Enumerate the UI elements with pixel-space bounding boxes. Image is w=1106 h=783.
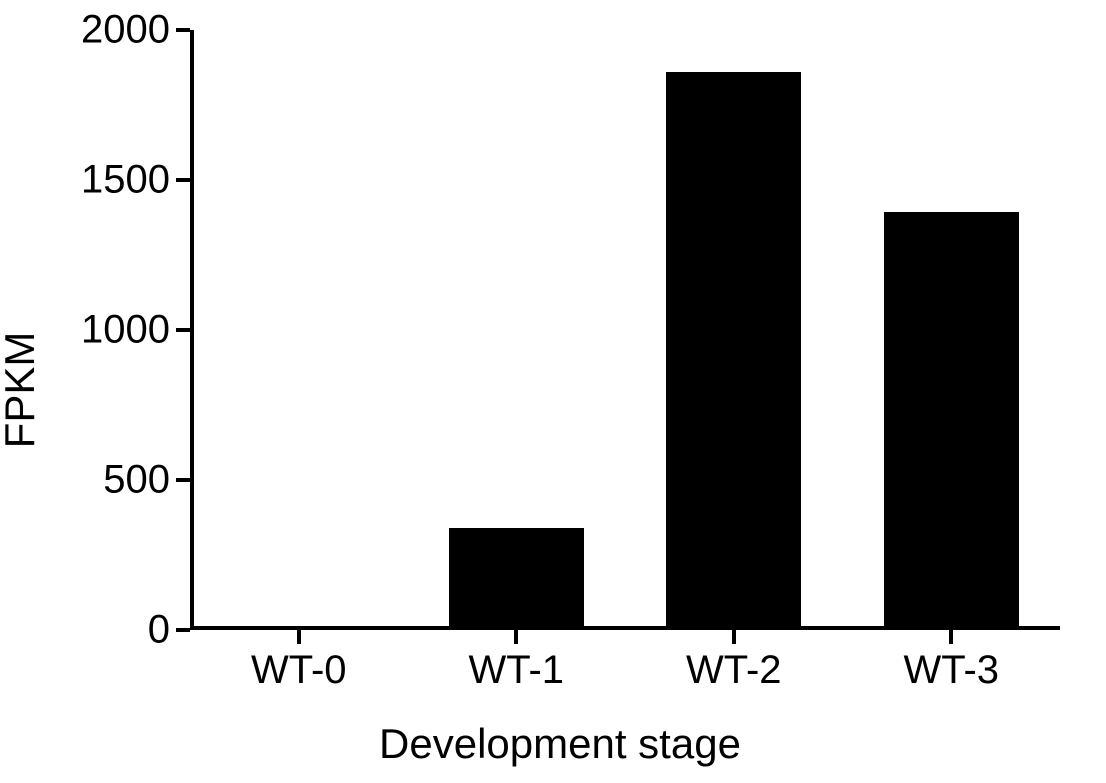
- y-tick: [176, 328, 190, 332]
- y-tick-label: 1500: [81, 158, 170, 203]
- x-tick: [732, 630, 736, 644]
- y-tick: [176, 178, 190, 182]
- y-tick: [176, 28, 190, 32]
- x-tick: [514, 630, 518, 644]
- fpkm-bar-chart: FPKM 0500100015002000WT-0WT-1WT-2WT-3 De…: [40, 20, 1080, 760]
- bar: [884, 212, 1019, 626]
- y-tick-label: 2000: [81, 8, 170, 53]
- x-tick: [297, 630, 301, 644]
- y-axis-line: [190, 30, 194, 630]
- x-axis-line: [190, 626, 1060, 630]
- x-tick: [949, 630, 953, 644]
- y-tick: [176, 628, 190, 632]
- plot-area: 0500100015002000WT-0WT-1WT-2WT-3: [190, 30, 1060, 630]
- x-tick-label: WT-2: [686, 648, 782, 693]
- bar: [666, 72, 801, 626]
- x-axis-label: Development stage: [40, 720, 1080, 768]
- y-tick-label: 0: [148, 608, 170, 653]
- x-tick-label: WT-0: [251, 648, 347, 693]
- y-tick: [176, 478, 190, 482]
- y-axis-label: FPKM: [0, 332, 44, 449]
- x-tick-label: WT-1: [468, 648, 564, 693]
- y-tick-label: 500: [103, 458, 170, 503]
- y-tick-label: 1000: [81, 308, 170, 353]
- x-tick-label: WT-3: [903, 648, 999, 693]
- bar: [449, 528, 584, 626]
